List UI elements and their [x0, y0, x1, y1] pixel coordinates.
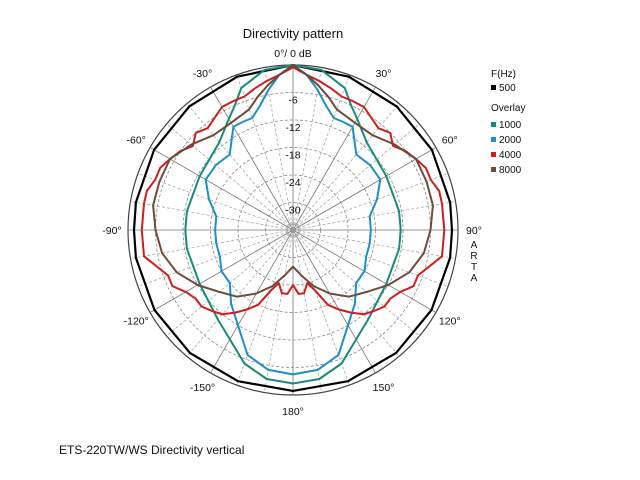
grid-spoke	[292, 200, 456, 231]
series-line-8000	[152, 64, 434, 298]
arta-letter: R	[470, 251, 477, 262]
arta-letter: A	[471, 240, 478, 251]
angle-label: 150°	[373, 382, 395, 394]
figure-caption: ETS-220TW/WS Directivity vertical	[59, 443, 245, 457]
ring-label: -18	[285, 150, 300, 162]
grid-spoke	[292, 147, 437, 231]
series-lines	[132, 63, 454, 392]
angle-label: -30°	[193, 68, 212, 80]
legend-swatch	[491, 85, 496, 90]
arta-letter: A	[471, 273, 478, 284]
legend-swatch	[491, 122, 496, 127]
ring-labels: -6 -12 -18 -24 -30	[285, 95, 300, 217]
grid-spoke	[292, 229, 376, 374]
grid-spoke	[292, 67, 323, 231]
grid-spoke	[292, 229, 350, 386]
ring-label: -12	[285, 122, 300, 134]
grid-spoke	[166, 123, 294, 231]
legend-item: 4000	[499, 150, 522, 161]
grid-spoke	[292, 103, 400, 231]
angle-label: 120°	[439, 316, 461, 328]
grid-spoke	[292, 74, 350, 231]
arta-letter: T	[471, 262, 477, 273]
angle-label: 30°	[376, 68, 392, 80]
grid-spoke	[130, 229, 294, 260]
legend-item: 500	[499, 83, 516, 94]
angle-label: 60°	[442, 135, 458, 147]
grid-spoke	[292, 229, 400, 357]
grid-spoke	[210, 86, 294, 231]
ring-label: -30	[285, 205, 300, 217]
grid-spoke	[292, 229, 323, 393]
grid-spoke	[137, 229, 294, 287]
angle-label: -120°	[124, 316, 149, 328]
legend: F(Hz) Overlay 500 1000 2000 4000 8000	[491, 69, 525, 176]
grid-spoke	[236, 74, 294, 231]
legend-item: 1000	[499, 120, 522, 131]
chart-title: Directivity pattern	[243, 26, 343, 41]
grid-spoke	[186, 103, 294, 231]
radial-unit-label: 0°/ 0 dB	[274, 48, 311, 60]
ring-label: -6	[288, 95, 297, 107]
legend-swatch	[491, 167, 496, 172]
grid-spoke	[210, 229, 294, 374]
grid-spoke	[292, 229, 456, 260]
grid-spoke	[130, 200, 294, 231]
grid-spoke	[137, 173, 294, 231]
grid-spoke	[292, 123, 420, 231]
grid-spoke	[263, 67, 294, 231]
angle-label: -60°	[127, 135, 146, 147]
series-line-2000	[204, 64, 382, 376]
grid-spoke	[292, 86, 376, 231]
series-line-500	[132, 63, 454, 392]
legend-item: 2000	[499, 135, 522, 146]
grid-spoke	[263, 229, 294, 393]
legend-overlay-header: Overlay	[491, 103, 525, 114]
series-line-1000	[184, 64, 402, 385]
angle-label: 180°	[282, 406, 304, 418]
grid-spoke	[292, 173, 449, 231]
ring-label: -24	[285, 177, 300, 189]
legend-swatch	[491, 137, 496, 142]
angle-labels: 30° 60° 90° 120° 150° 180° -150° -120° -90° -60° -…	[102, 68, 482, 418]
grid-spoke	[236, 229, 294, 386]
legend-header: F(Hz)	[491, 69, 516, 80]
angle-label: 90°	[466, 225, 482, 237]
polar-grid	[127, 64, 459, 396]
grid-spoke	[186, 229, 294, 357]
grid-spoke	[149, 147, 294, 231]
angle-label: -90°	[102, 225, 121, 237]
legend-item: 8000	[499, 165, 522, 176]
legend-swatch	[491, 152, 496, 157]
grid-spoke	[292, 229, 449, 287]
angle-label: -150°	[190, 382, 215, 394]
